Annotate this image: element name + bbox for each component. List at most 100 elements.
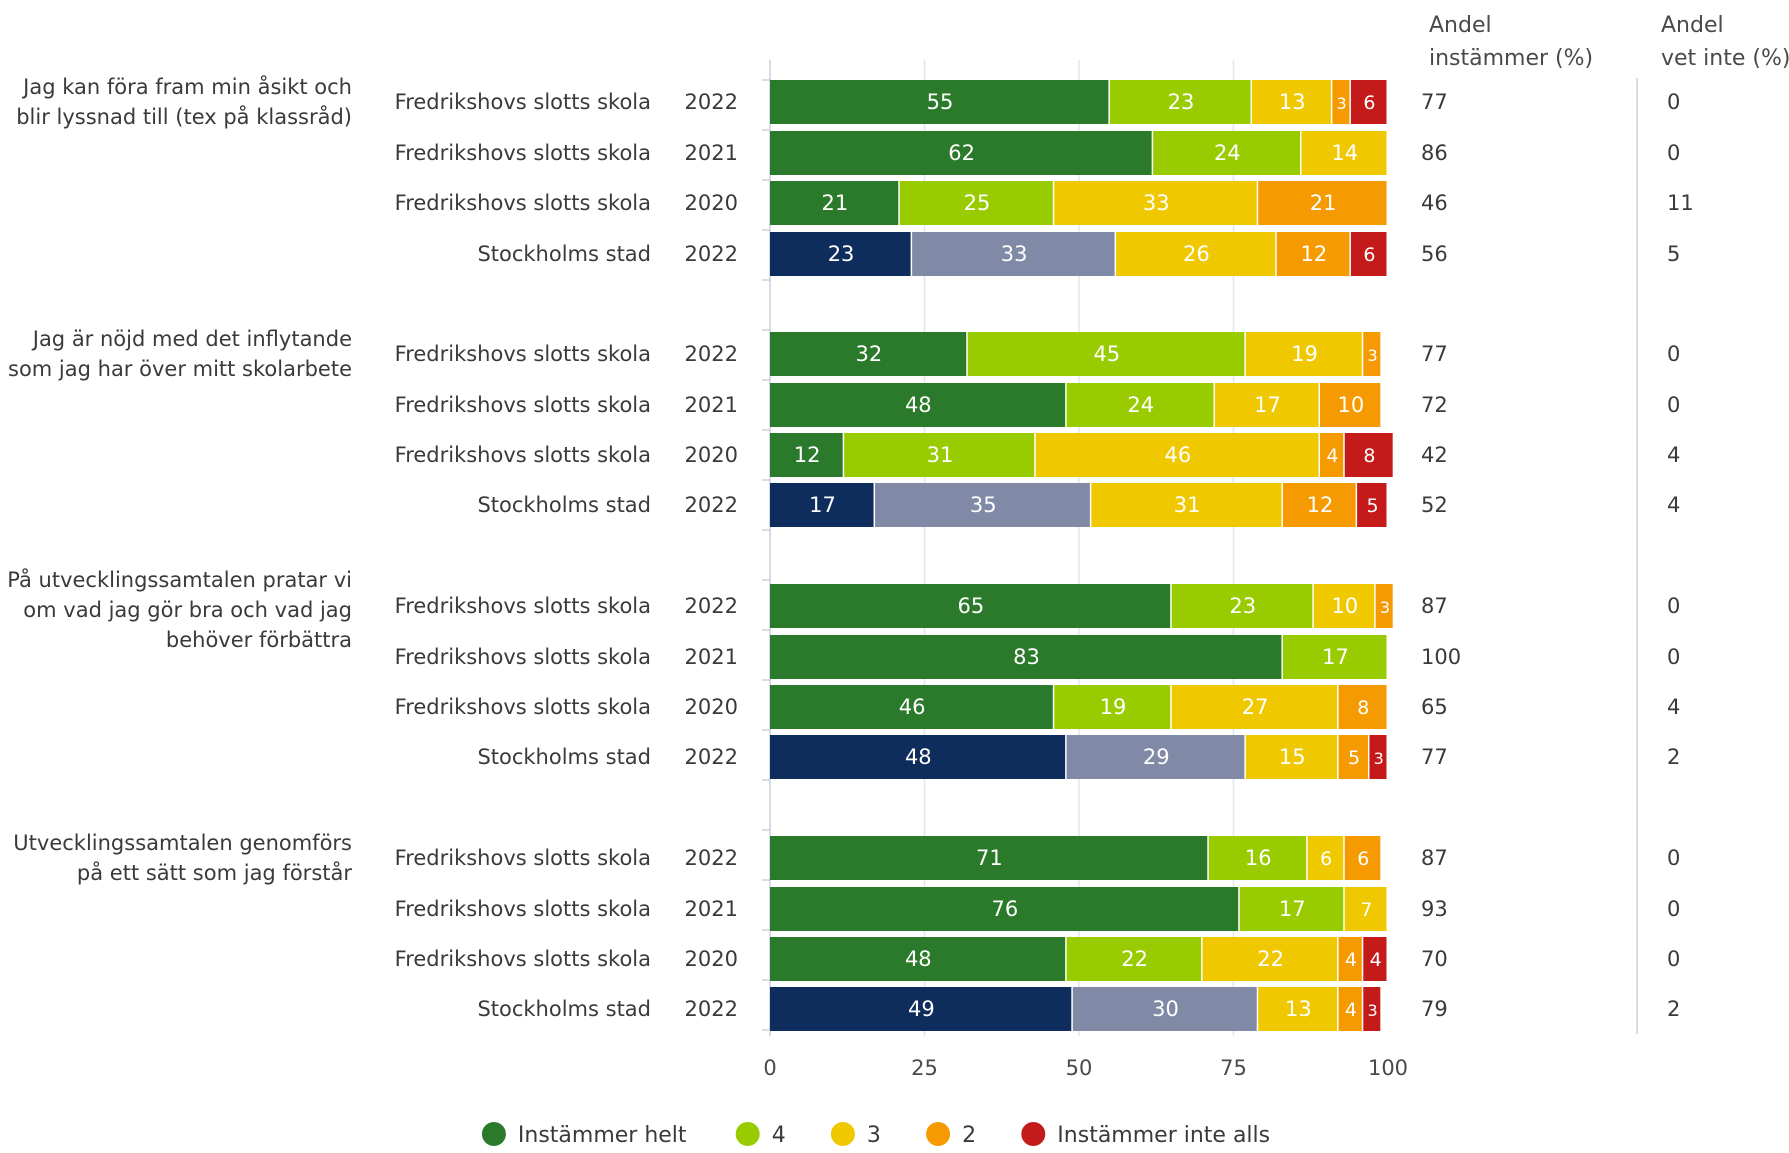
bar-segment (770, 483, 874, 527)
bar-segment (1066, 937, 1202, 981)
bar-segment (770, 735, 1066, 779)
row-year-label: 2020 (685, 443, 738, 467)
row-unit-label: Fredrikshovs slotts skola (395, 90, 651, 114)
dontknow-share-value: 4 (1667, 695, 1680, 719)
row-year-label: 2020 (685, 947, 738, 971)
bar-segment (1116, 232, 1276, 276)
segment-value-label: 21 (1310, 191, 1337, 215)
x-tick-label: 75 (1220, 1056, 1247, 1080)
agree-share-value: 56 (1421, 242, 1448, 266)
bar-segment (1320, 383, 1381, 427)
question-label-line: behöver förbättra (166, 628, 352, 652)
bar-segment (1363, 987, 1381, 1031)
segment-value-label: 17 (1279, 897, 1306, 921)
bar-segment (770, 937, 1066, 981)
row-year-label: 2021 (685, 897, 738, 921)
segment-value-label: 3 (1337, 94, 1347, 113)
bar-segment (1171, 685, 1338, 729)
segment-value-label: 22 (1121, 947, 1148, 971)
dontknow-share-value: 11 (1667, 191, 1694, 215)
row-year-label: 2022 (685, 594, 738, 618)
bar-segment (1091, 483, 1282, 527)
segment-value-label: 12 (794, 443, 821, 467)
row-year-label: 2020 (685, 695, 738, 719)
row-unit-label: Fredrikshovs slotts skola (395, 897, 651, 921)
row-year-label: 2022 (685, 90, 738, 114)
segment-value-label: 32 (856, 342, 883, 366)
segment-value-label: 29 (1143, 745, 1170, 769)
segment-value-label: 45 (1093, 342, 1120, 366)
dontknow-share-value: 0 (1667, 342, 1680, 366)
segment-value-label: 6 (1363, 244, 1375, 266)
row-year-label: 2022 (685, 342, 738, 366)
dontknow-share-value: 0 (1667, 594, 1680, 618)
agree-header-line: Andel (1429, 13, 1492, 38)
bar-segment (1066, 383, 1214, 427)
legend-label: Instämmer helt (518, 1123, 687, 1148)
segment-value-label: 31 (1174, 493, 1201, 517)
agree-header-line: instämmer (%) (1429, 46, 1593, 71)
segment-value-label: 5 (1367, 495, 1379, 517)
agree-share-value: 87 (1421, 846, 1448, 870)
question-label-line: om vad jag gör bra och vad jag (23, 598, 352, 622)
row-unit-label: Fredrikshovs slotts skola (395, 141, 651, 165)
agree-share-value: 70 (1421, 947, 1448, 971)
row-unit-label: Fredrikshovs slotts skola (395, 594, 651, 618)
dontknow-share-value: 4 (1667, 443, 1680, 467)
row-unit-label: Fredrikshovs slotts skola (395, 947, 651, 971)
bar-segment (899, 181, 1053, 225)
segment-value-label: 17 (1254, 393, 1281, 417)
bar-segment (1332, 80, 1350, 124)
segment-value-label: 4 (1345, 949, 1357, 971)
segment-value-label: 6 (1320, 848, 1332, 870)
segment-value-label: 17 (809, 493, 836, 517)
bar-segment (770, 433, 843, 477)
bar-segment (1320, 433, 1344, 477)
question-label-line: Jag är nöjd med det inflytande (31, 327, 352, 351)
legend-swatch (926, 1122, 951, 1146)
row-year-label: 2021 (685, 141, 738, 165)
legend-label: Instämmer inte alls (1057, 1123, 1270, 1148)
bar-segment (844, 433, 1035, 477)
row-unit-label: Fredrikshovs slotts skola (395, 846, 651, 870)
segment-value-label: 46 (899, 695, 926, 719)
agree-share-value: 65 (1421, 695, 1448, 719)
segment-value-label: 26 (1183, 242, 1210, 266)
legend-swatch (1021, 1122, 1046, 1146)
dontknow-header-line: vet inte (%) (1661, 46, 1789, 71)
row-unit-label: Stockholms stad (477, 242, 651, 266)
bar-segment (967, 332, 1245, 376)
row-unit-label: Fredrikshovs slotts skola (395, 191, 651, 215)
segment-value-label: 3 (1374, 749, 1384, 768)
row-unit-label: Stockholms stad (477, 493, 651, 517)
segment-value-label: 35 (970, 493, 997, 517)
segment-value-label: 13 (1285, 997, 1312, 1021)
bar-segment (1338, 987, 1362, 1031)
segment-value-label: 46 (1165, 443, 1192, 467)
legend-swatch (735, 1122, 760, 1146)
row-unit-label: Fredrikshovs slotts skola (395, 443, 651, 467)
segment-value-label: 48 (905, 947, 932, 971)
legend: Instämmer helt 4 3 2 Instämmer inte alls (481, 1122, 1270, 1148)
segment-value-label: 23 (828, 242, 855, 266)
segment-value-label: 8 (1357, 697, 1369, 719)
legend-label: 4 (772, 1123, 786, 1148)
bar-segment (1282, 483, 1356, 527)
bar-segment (770, 987, 1072, 1031)
agree-share-value: 46 (1421, 191, 1448, 215)
segment-value-label: 17 (1322, 645, 1349, 669)
bar-segment (1338, 685, 1387, 729)
segment-value-label: 12 (1300, 242, 1327, 266)
bar-segment (1153, 131, 1300, 175)
question-label-line: På utvecklingssamtalen pratar vi (7, 567, 352, 592)
bar-segment (1258, 987, 1338, 1031)
dontknow-share-value: 0 (1667, 645, 1680, 669)
bar-segment (770, 635, 1282, 679)
bar-segment (875, 483, 1090, 527)
dontknow-share-value: 5 (1667, 242, 1680, 266)
segment-value-label: 19 (1291, 342, 1318, 366)
question-label-line: som jag har över mitt skolarbete (8, 357, 352, 381)
bar-segment (1252, 80, 1331, 124)
segment-value-label: 16 (1245, 846, 1272, 870)
